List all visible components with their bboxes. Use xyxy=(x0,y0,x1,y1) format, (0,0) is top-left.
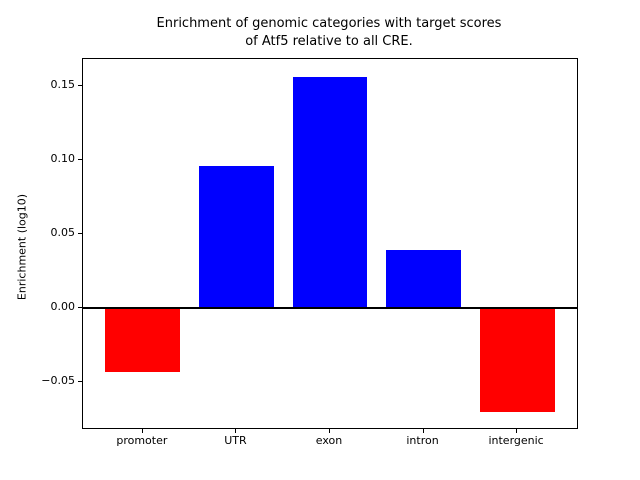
y-tick-mark xyxy=(78,306,82,308)
y-tick-mark xyxy=(78,158,82,160)
y-tick-mark xyxy=(78,232,82,234)
chart-title: Enrichment of genomic categories with ta… xyxy=(82,15,576,50)
x-tick-mark xyxy=(235,429,237,433)
plot-area xyxy=(82,58,578,429)
y-tick-label: 0.10 xyxy=(50,151,76,165)
x-tick-label-intergenic: intergenic xyxy=(488,434,544,447)
x-tick-label-UTR: UTR xyxy=(224,434,247,447)
bar-UTR xyxy=(199,165,274,308)
x-tick-label-intron: intron xyxy=(406,434,439,447)
y-tick-label: −0.05 xyxy=(41,374,75,388)
y-tick-label: 0.15 xyxy=(50,77,76,91)
y-axis-label: Enrichment (log10) xyxy=(15,193,29,301)
x-tick-mark xyxy=(516,429,518,433)
x-tick-label-exon: exon xyxy=(315,434,343,447)
bar-intron xyxy=(386,250,461,308)
bar-exon xyxy=(292,76,368,308)
x-tick-mark xyxy=(141,429,143,433)
y-tick-mark xyxy=(78,381,82,383)
chart-title-line1: Enrichment of genomic categories with ta… xyxy=(156,16,502,31)
y-tick-label: 0.00 xyxy=(50,299,76,313)
x-tick-label-promoter: promoter xyxy=(116,434,168,447)
bar-intergenic xyxy=(479,307,555,412)
zero-line xyxy=(83,306,577,309)
y-tick-label: 0.05 xyxy=(50,225,76,239)
y-tick-mark xyxy=(78,84,82,86)
chart-title-line2: of Atf5 relative to all CRE. xyxy=(245,33,413,49)
x-tick-mark xyxy=(329,429,330,433)
x-tick-mark xyxy=(422,429,424,433)
bar-promoter xyxy=(105,307,181,372)
